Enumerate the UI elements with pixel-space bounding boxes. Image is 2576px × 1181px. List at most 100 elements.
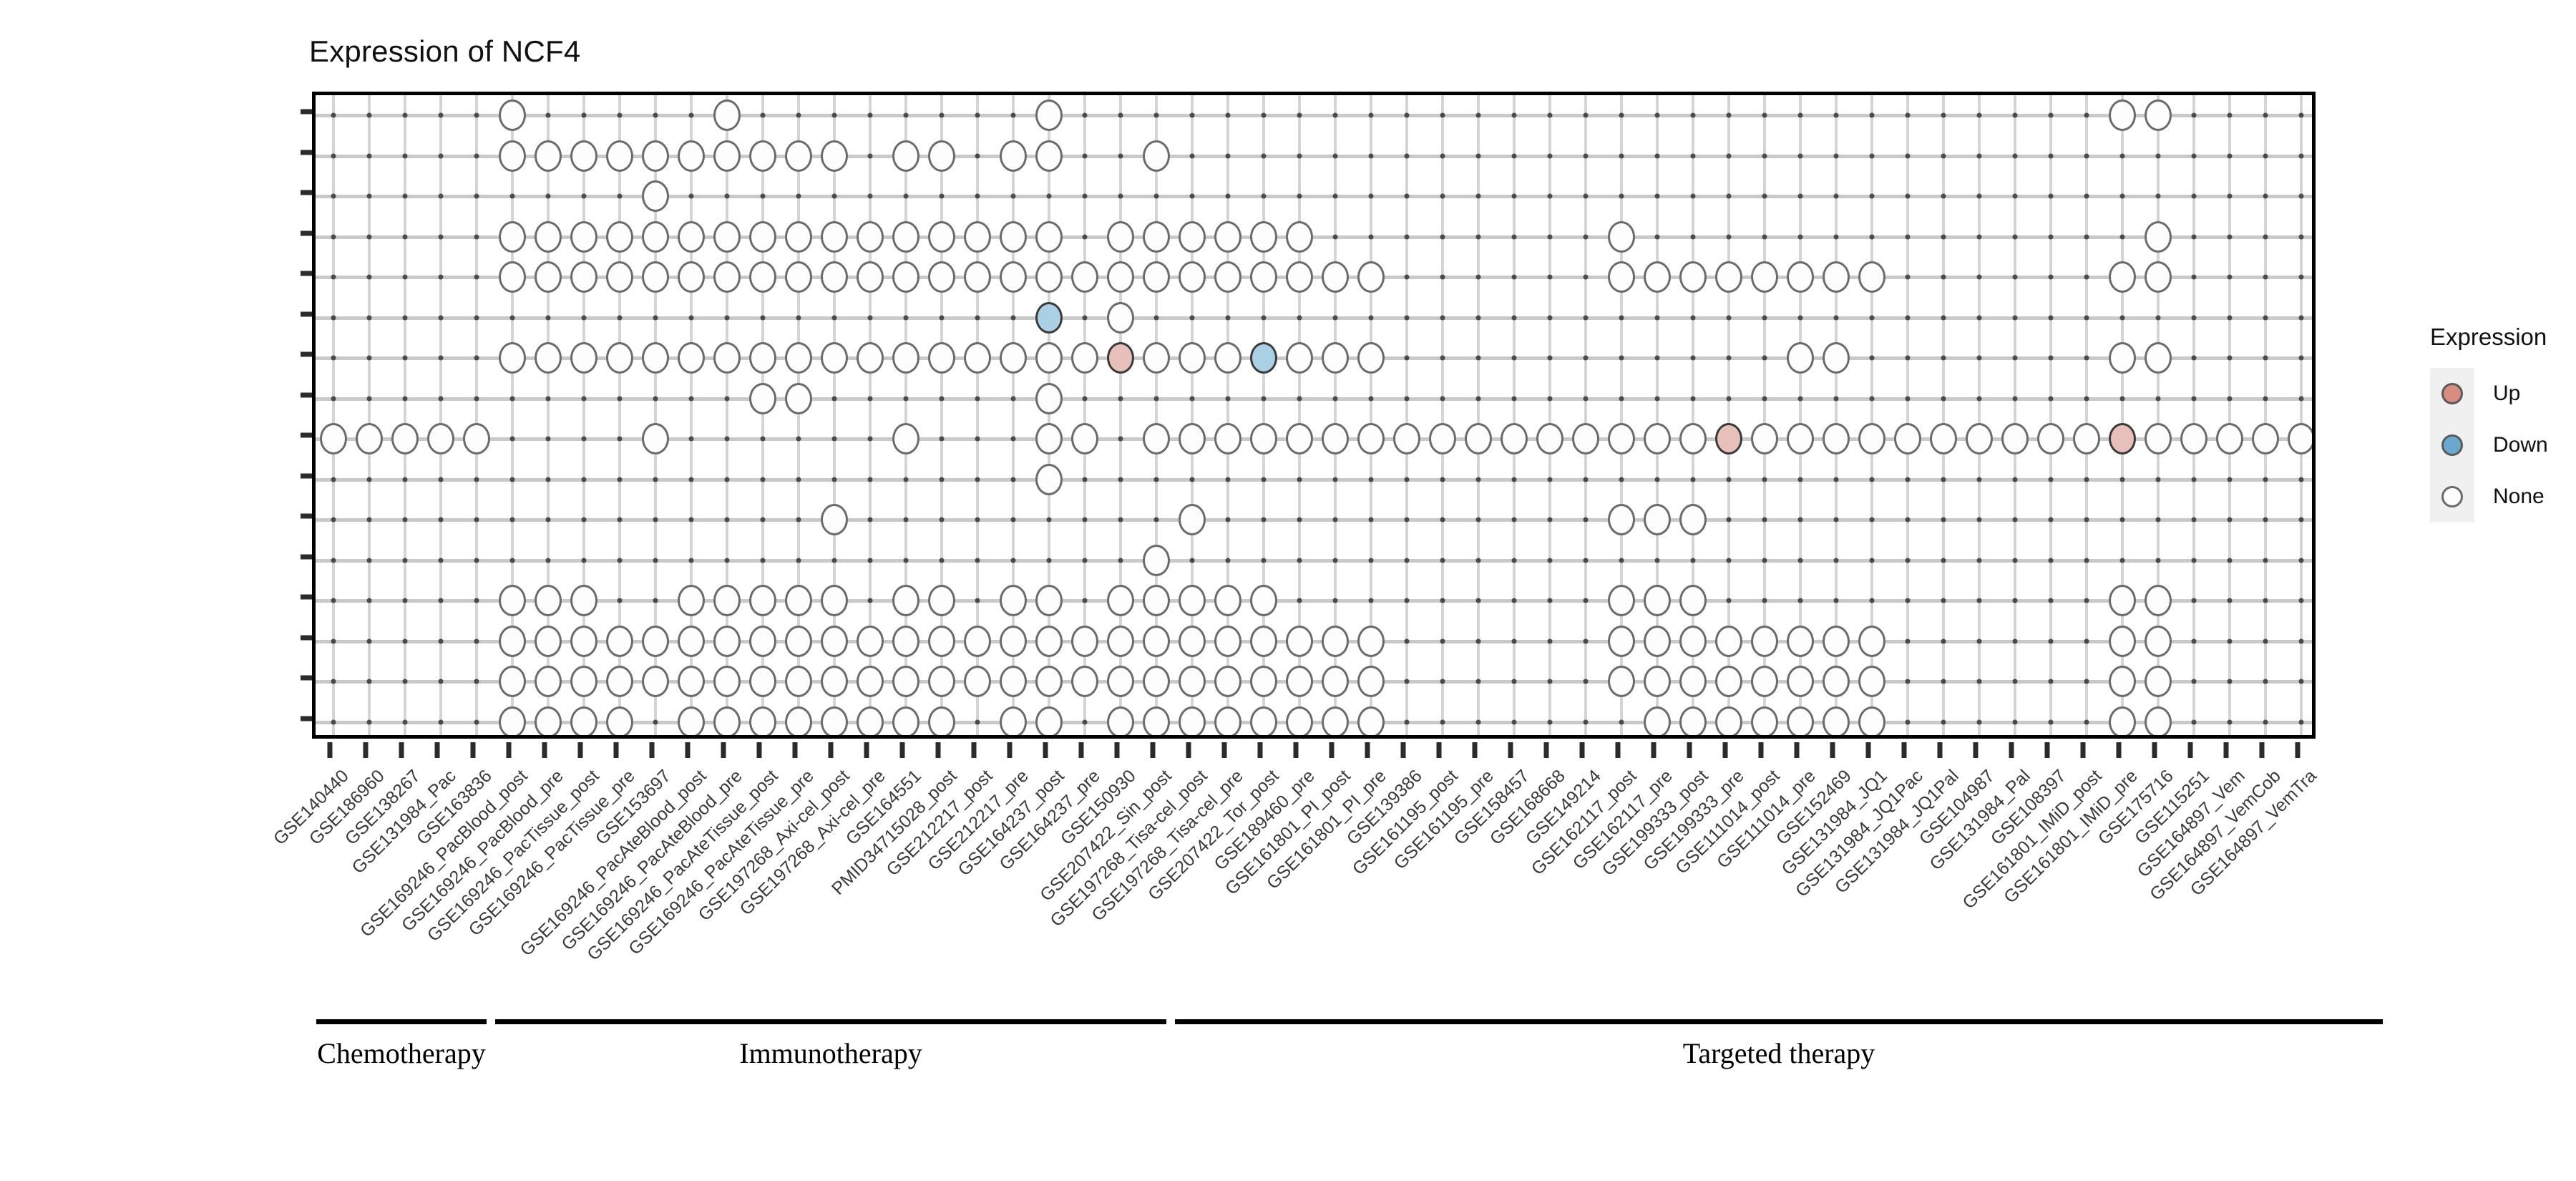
- dot-none[interactable]: [606, 666, 633, 698]
- dot-none[interactable]: [1715, 625, 1742, 657]
- dot-none[interactable]: [1143, 220, 1170, 253]
- dot-none[interactable]: [749, 706, 776, 735]
- dot-none[interactable]: [2145, 99, 2172, 132]
- dot-none[interactable]: [1143, 423, 1170, 455]
- dot-none[interactable]: [1787, 423, 1814, 455]
- dot-none[interactable]: [928, 585, 955, 617]
- dot-none[interactable]: [892, 625, 919, 657]
- dot-none[interactable]: [1644, 504, 1671, 536]
- dot-none[interactable]: [785, 220, 812, 253]
- dot-none[interactable]: [1679, 706, 1707, 735]
- dot-none[interactable]: [642, 666, 669, 698]
- dot-none[interactable]: [2216, 423, 2243, 455]
- dot-none[interactable]: [749, 220, 776, 253]
- dot-none[interactable]: [1000, 220, 1027, 253]
- dot-none[interactable]: [499, 625, 526, 657]
- dot-none[interactable]: [1644, 666, 1671, 698]
- dot-none[interactable]: [821, 504, 848, 536]
- dot-none[interactable]: [1035, 140, 1063, 172]
- dot-none[interactable]: [1143, 140, 1170, 172]
- dot-none[interactable]: [1250, 625, 1277, 657]
- dot-none[interactable]: [821, 220, 848, 253]
- dot-none[interactable]: [1143, 544, 1170, 576]
- dot-none[interactable]: [1035, 666, 1063, 698]
- dot-none[interactable]: [1143, 585, 1170, 617]
- dot-none[interactable]: [1107, 666, 1134, 698]
- dot-none[interactable]: [785, 140, 812, 172]
- dot-none[interactable]: [821, 625, 848, 657]
- dot-none[interactable]: [857, 220, 884, 253]
- dot-none[interactable]: [1357, 423, 1385, 455]
- dot-none[interactable]: [1250, 585, 1277, 617]
- dot-none[interactable]: [642, 180, 669, 213]
- dot-none[interactable]: [1787, 666, 1814, 698]
- dot-none[interactable]: [1679, 666, 1707, 698]
- dot-none[interactable]: [1322, 706, 1349, 735]
- dot-none[interactable]: [1751, 625, 1778, 657]
- dot-none[interactable]: [678, 342, 705, 374]
- dot-none[interactable]: [964, 342, 991, 374]
- dot-none[interactable]: [1179, 220, 1206, 253]
- dot-none[interactable]: [1250, 666, 1277, 698]
- dot-none[interactable]: [1179, 625, 1206, 657]
- dot-none[interactable]: [2109, 625, 2136, 657]
- dot-none[interactable]: [570, 220, 597, 253]
- dot-none[interactable]: [964, 220, 991, 253]
- dot-none[interactable]: [1679, 625, 1707, 657]
- dot-none[interactable]: [1357, 666, 1385, 698]
- dot-none[interactable]: [1858, 625, 1885, 657]
- dot-none[interactable]: [1035, 261, 1063, 293]
- dot-none[interactable]: [713, 585, 741, 617]
- dot-none[interactable]: [821, 706, 848, 735]
- dot-none[interactable]: [1179, 706, 1206, 735]
- dot-none[interactable]: [1572, 423, 1599, 455]
- dot-none[interactable]: [2145, 666, 2172, 698]
- dot-none[interactable]: [499, 585, 526, 617]
- dot-none[interactable]: [1536, 423, 1563, 455]
- dot-none[interactable]: [857, 666, 884, 698]
- dot-none[interactable]: [391, 423, 419, 455]
- dot-none[interactable]: [713, 342, 741, 374]
- dot-none[interactable]: [1608, 220, 1635, 253]
- legend-item[interactable]: Up: [2430, 368, 2548, 419]
- dot-none[interactable]: [821, 585, 848, 617]
- dot-none[interactable]: [1179, 504, 1206, 536]
- dot-none[interactable]: [1357, 342, 1385, 374]
- dot-none[interactable]: [1107, 625, 1134, 657]
- dot-none[interactable]: [785, 666, 812, 698]
- dot-none[interactable]: [1286, 342, 1313, 374]
- dot-none[interactable]: [606, 140, 633, 172]
- legend-item[interactable]: None: [2430, 471, 2548, 523]
- dot-none[interactable]: [1608, 504, 1635, 536]
- dot-none[interactable]: [2252, 423, 2279, 455]
- dot-none[interactable]: [1608, 423, 1635, 455]
- dot-none[interactable]: [1930, 423, 1957, 455]
- dot-none[interactable]: [928, 220, 955, 253]
- dot-none[interactable]: [1286, 220, 1313, 253]
- dot-none[interactable]: [1071, 342, 1098, 374]
- dot-none[interactable]: [1715, 261, 1742, 293]
- dot-none[interactable]: [1214, 625, 1241, 657]
- dot-none[interactable]: [1035, 99, 1063, 132]
- dot-none[interactable]: [1179, 666, 1206, 698]
- dot-none[interactable]: [857, 342, 884, 374]
- dot-none[interactable]: [1250, 706, 1277, 735]
- dot-none[interactable]: [2037, 423, 2064, 455]
- dot-none[interactable]: [1644, 585, 1671, 617]
- dot-none[interactable]: [606, 706, 633, 735]
- dot-none[interactable]: [2180, 423, 2207, 455]
- dot-none[interactable]: [1465, 423, 1492, 455]
- dot-none[interactable]: [678, 220, 705, 253]
- dot-none[interactable]: [1679, 504, 1707, 536]
- dot-none[interactable]: [713, 625, 741, 657]
- dot-none[interactable]: [570, 625, 597, 657]
- dot-none[interactable]: [1679, 423, 1707, 455]
- dot-none[interactable]: [821, 666, 848, 698]
- dot-none[interactable]: [1823, 342, 1850, 374]
- dot-none[interactable]: [1000, 140, 1027, 172]
- dot-none[interactable]: [642, 625, 669, 657]
- dot-none[interactable]: [1286, 261, 1313, 293]
- dot-none[interactable]: [749, 140, 776, 172]
- dot-none[interactable]: [964, 261, 991, 293]
- dot-none[interactable]: [713, 220, 741, 253]
